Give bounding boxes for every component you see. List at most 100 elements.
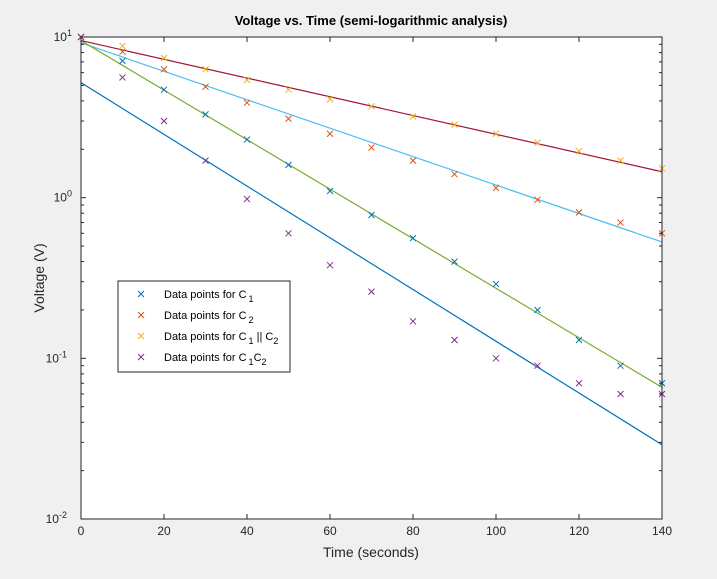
data-point bbox=[326, 261, 334, 269]
x-marker-icon bbox=[137, 353, 145, 361]
data-point bbox=[534, 196, 541, 204]
x-tick-label: 120 bbox=[569, 524, 589, 538]
y-tick-label: 10-1 bbox=[46, 349, 67, 365]
plot-area bbox=[81, 37, 662, 519]
x-marker-icon bbox=[160, 86, 168, 94]
fit-line bbox=[80, 40, 663, 388]
data-point bbox=[534, 139, 541, 147]
data-point bbox=[534, 362, 541, 370]
x-marker-icon bbox=[534, 306, 541, 314]
x-marker-icon bbox=[119, 48, 126, 56]
x-marker-icon bbox=[160, 54, 168, 62]
x-marker-icon bbox=[137, 332, 145, 340]
x-marker-icon bbox=[451, 170, 458, 178]
x-marker-icon bbox=[243, 195, 251, 203]
data-point bbox=[451, 258, 458, 265]
x-marker-icon bbox=[451, 336, 458, 344]
legend-marker bbox=[137, 311, 145, 319]
x-marker-icon bbox=[202, 111, 209, 118]
x-marker-icon bbox=[285, 161, 292, 169]
x-marker-icon bbox=[617, 362, 624, 370]
data-point bbox=[575, 147, 583, 155]
x-marker-icon bbox=[409, 157, 417, 164]
data-point bbox=[492, 354, 500, 362]
x-marker-icon bbox=[451, 258, 458, 265]
x-marker-icon bbox=[575, 336, 583, 344]
data-point bbox=[202, 65, 209, 73]
x-marker-icon bbox=[119, 57, 126, 65]
data-point bbox=[617, 219, 624, 226]
data-point bbox=[451, 336, 458, 344]
data-point bbox=[243, 195, 251, 203]
x-marker-icon bbox=[202, 83, 209, 91]
x-marker-icon bbox=[368, 288, 375, 296]
fit-line bbox=[80, 42, 663, 243]
data-point bbox=[202, 111, 209, 118]
data-point bbox=[451, 170, 458, 178]
data-point bbox=[285, 229, 292, 237]
data-point bbox=[409, 234, 417, 242]
legend-marker bbox=[137, 290, 145, 298]
x-tick-label: 40 bbox=[240, 524, 254, 538]
x-marker-icon bbox=[534, 139, 541, 147]
data-point bbox=[119, 74, 126, 81]
x-marker-icon bbox=[326, 187, 334, 195]
x-marker-icon bbox=[243, 99, 251, 107]
x-marker-icon bbox=[326, 261, 334, 269]
x-marker-icon bbox=[326, 130, 334, 138]
data-point bbox=[326, 95, 334, 103]
x-marker-icon bbox=[492, 280, 500, 288]
x-marker-icon bbox=[160, 65, 168, 73]
data-point bbox=[409, 113, 417, 120]
data-point bbox=[160, 86, 168, 94]
data-point bbox=[160, 65, 168, 73]
x-marker-icon bbox=[368, 103, 375, 110]
x-marker-icon bbox=[451, 121, 458, 128]
fit-line bbox=[80, 82, 663, 446]
x-marker-icon bbox=[534, 196, 541, 204]
x-tick-label: 60 bbox=[323, 524, 337, 538]
data-point bbox=[368, 144, 375, 151]
data-point bbox=[368, 211, 375, 219]
data-point bbox=[368, 103, 375, 110]
x-marker-icon bbox=[202, 157, 209, 164]
x-marker-icon bbox=[285, 229, 292, 237]
x-marker-icon bbox=[409, 317, 417, 325]
x-marker-icon bbox=[285, 86, 292, 94]
data-point bbox=[160, 54, 168, 62]
data-point bbox=[492, 184, 500, 192]
data-point bbox=[119, 48, 126, 56]
data-point bbox=[492, 280, 500, 288]
data-point bbox=[326, 130, 334, 138]
x-marker-icon bbox=[137, 290, 145, 298]
data-point bbox=[285, 161, 292, 169]
data-point bbox=[202, 83, 209, 91]
x-marker-icon bbox=[617, 219, 624, 226]
data-point bbox=[575, 379, 583, 387]
data-point bbox=[534, 306, 541, 314]
x-marker-icon bbox=[326, 95, 334, 103]
x-tick-label: 0 bbox=[78, 524, 85, 538]
x-marker-icon bbox=[534, 362, 541, 370]
x-marker-icon bbox=[575, 209, 583, 216]
x-marker-icon bbox=[492, 184, 500, 192]
data-point bbox=[617, 157, 624, 164]
x-axis-label: Time (seconds) bbox=[323, 544, 419, 560]
x-marker-icon bbox=[243, 136, 251, 143]
data-point bbox=[243, 76, 251, 84]
x-marker-icon bbox=[285, 115, 292, 123]
data-point bbox=[451, 121, 458, 128]
x-marker-icon bbox=[160, 117, 168, 125]
legend-marker bbox=[137, 332, 145, 340]
data-point bbox=[326, 187, 334, 195]
x-marker-icon bbox=[368, 144, 375, 151]
x-marker-icon bbox=[202, 65, 209, 73]
x-marker-icon bbox=[409, 234, 417, 242]
x-marker-icon bbox=[617, 390, 624, 398]
x-marker-icon bbox=[368, 211, 375, 219]
legend-marker bbox=[137, 353, 145, 361]
data-point bbox=[243, 136, 251, 143]
